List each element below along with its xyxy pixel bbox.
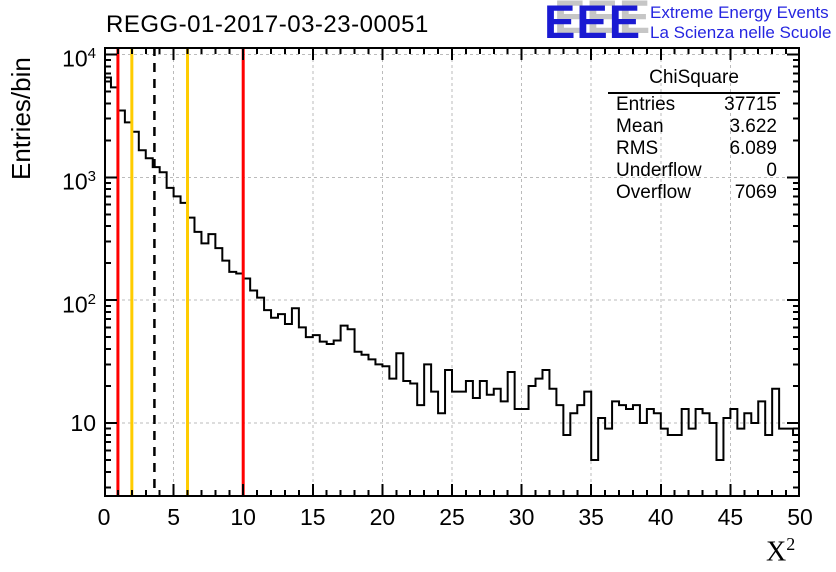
x-tick-label: 45	[717, 504, 744, 530]
y-tick-label: 10	[70, 410, 96, 437]
x-tick-label: 5	[167, 504, 180, 530]
x-axis-title-base: X	[766, 536, 787, 568]
x-tick-label: 30	[508, 504, 535, 530]
stats-box: ChiSquare Entries 37715 Mean 3.622 RMS 6.08…	[608, 66, 780, 204]
stats-box-title: ChiSquare	[608, 66, 780, 94]
histogram-line	[103, 76, 801, 497]
y-tick-label: 104	[62, 45, 96, 73]
y-tick-label: 102	[62, 291, 96, 318]
stats-row-underflow: Underflow 0	[616, 160, 777, 181]
stats-row-overflow: Overflow 7069	[616, 182, 777, 203]
histogram-svg	[103, 47, 801, 497]
eee-logo-acronym: EEE	[544, 0, 642, 48]
stats-row-rms: RMS 6.089	[616, 138, 777, 159]
x-tick-label: 35	[578, 504, 604, 530]
eee-logo: EEE Extreme Energy Events La Scienza nel…	[544, 0, 832, 48]
x-tick-label: 20	[369, 504, 396, 530]
y-axis-title: Entries/bin	[6, 57, 36, 180]
x-tick-label: 25	[439, 504, 465, 530]
eee-logo-text: Extreme Energy Events La Scienza nelle S…	[650, 3, 831, 43]
y-tick-label: 103	[62, 168, 96, 195]
x-tick-label: 0	[97, 504, 111, 530]
x-axis-title-exponent: 2	[786, 534, 796, 554]
eee-logo-line1: Extreme Energy Events	[650, 3, 829, 22]
stats-row-mean: Mean 3.622	[616, 116, 777, 137]
plot-title: REGG-01-2017-03-23-00051	[106, 11, 429, 38]
x-tick-label: 15	[300, 504, 326, 530]
eee-logo-line2: La Scienza nelle Scuole	[650, 23, 832, 42]
x-tick-label: 40	[648, 504, 674, 530]
stats-row-entries: Entries 37715	[616, 94, 777, 115]
x-axis-title: X2	[766, 534, 795, 568]
plot-area	[103, 47, 801, 497]
x-tick-label: 10	[230, 504, 256, 530]
plot-frame-border	[104, 47, 800, 497]
x-tick-label: 50	[787, 504, 813, 530]
